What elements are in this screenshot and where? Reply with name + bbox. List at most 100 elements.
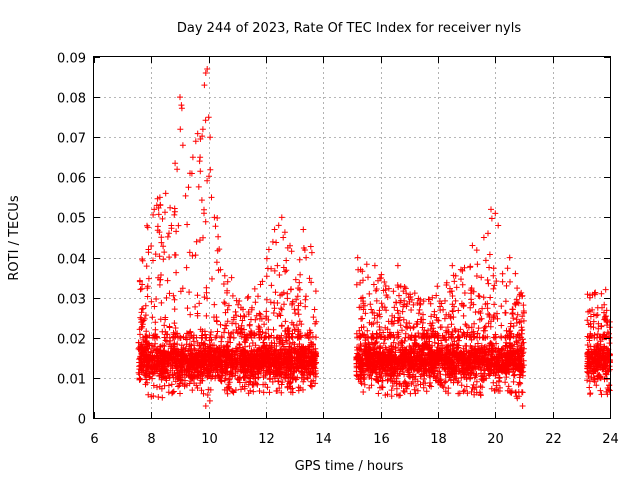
data-point: [148, 393, 155, 400]
data-point: [390, 288, 397, 295]
data-point: [164, 233, 171, 240]
data-point: [190, 373, 197, 379]
data-point: [288, 344, 295, 351]
data-point: [256, 324, 263, 331]
data-point: [490, 265, 497, 272]
data-point: [209, 275, 215, 282]
data-point: [288, 248, 295, 255]
data-point: [224, 370, 230, 377]
data-point: [224, 390, 231, 397]
data-point: [302, 296, 309, 303]
data-point: [265, 351, 272, 357]
data-point: [156, 373, 163, 380]
data-point: [166, 254, 173, 261]
data-point: [296, 318, 303, 325]
data-point: [290, 375, 297, 382]
data-point: [247, 332, 254, 339]
data-point: [452, 297, 459, 304]
data-point: [455, 307, 462, 314]
data-point: [171, 320, 178, 327]
data-point: [302, 303, 309, 310]
data-point: [272, 375, 278, 382]
data-point: [139, 318, 146, 325]
data-point: [214, 328, 221, 335]
data-point: [307, 243, 314, 250]
data-point: [179, 142, 186, 149]
data-point: [136, 359, 143, 366]
data-point: [220, 281, 227, 287]
data-point: [502, 379, 509, 386]
data-point: [199, 377, 206, 384]
data-point: [288, 319, 295, 326]
data-point: [485, 230, 491, 237]
data-point: [150, 332, 157, 339]
data-point: [218, 334, 225, 341]
data-point: [278, 373, 285, 380]
data-point: [138, 325, 145, 331]
data-point: [161, 322, 168, 329]
data-point: [137, 286, 144, 293]
x-tick-label: 10: [201, 432, 218, 447]
data-point: [259, 278, 266, 285]
data-point: [506, 254, 513, 261]
data-point: [294, 293, 301, 300]
data-point: [165, 382, 172, 389]
data-point: [246, 321, 253, 328]
data-point: [178, 346, 185, 353]
data-point: [293, 296, 300, 303]
data-point: [230, 316, 237, 323]
data-point: [142, 302, 149, 309]
data-point: [145, 275, 152, 282]
data-point: [266, 376, 273, 383]
data-point: [282, 369, 289, 376]
data-point: [383, 307, 390, 314]
data-point: [242, 368, 249, 375]
data-point: [467, 264, 474, 271]
data-point: [207, 344, 214, 351]
data-point: [519, 403, 526, 409]
data-point: [240, 312, 247, 319]
data-point: [159, 215, 166, 222]
data-point: [207, 369, 214, 376]
data-point: [208, 329, 214, 335]
data-point: [303, 293, 309, 300]
data-point: [194, 130, 201, 137]
data-point: [211, 214, 218, 221]
data-point: [488, 215, 495, 222]
data-point: [451, 278, 458, 285]
data-point: [144, 283, 151, 290]
data-point: [450, 314, 457, 321]
data-point: [467, 304, 474, 311]
data-point: [437, 324, 444, 331]
data-point: [512, 270, 519, 277]
data-point: [267, 299, 274, 306]
data-point: [473, 247, 480, 254]
data-point: [187, 378, 194, 384]
data-point: [586, 384, 593, 391]
data-point: [471, 320, 478, 327]
data-point: [402, 334, 409, 341]
data-point: [268, 282, 275, 289]
data-point: [276, 334, 283, 341]
data-point: [156, 229, 163, 236]
data-point: [183, 362, 190, 369]
tick-labels: 6 8 10 12 14 16 18 20 22 2400.010.020.030.040.050…: [57, 52, 619, 448]
data-point: [261, 355, 268, 362]
data-point: [294, 360, 301, 367]
data-point: [286, 383, 293, 390]
data-point: [399, 327, 405, 334]
data-point: [507, 278, 513, 285]
data-point: [357, 279, 364, 286]
data-point: [286, 328, 293, 335]
data-point: [467, 375, 473, 382]
data-point: [142, 357, 149, 364]
data-point: [221, 325, 228, 332]
data-point: [480, 294, 487, 301]
data-point: [502, 309, 509, 316]
data-point: [278, 214, 285, 221]
data-point: [371, 315, 378, 322]
data-point: [255, 293, 261, 300]
data-point: [224, 287, 231, 294]
data-point: [158, 234, 165, 241]
data-point: [304, 374, 311, 381]
